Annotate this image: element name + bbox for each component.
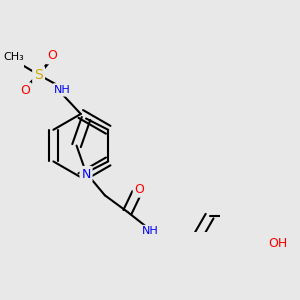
Text: O: O: [20, 84, 30, 97]
Text: S: S: [34, 68, 43, 82]
Text: O: O: [135, 183, 145, 196]
Text: CH₃: CH₃: [3, 52, 24, 62]
Text: OH: OH: [268, 237, 288, 250]
Text: NH: NH: [54, 85, 71, 95]
Text: N: N: [81, 168, 91, 181]
Text: NH: NH: [142, 226, 158, 236]
Text: O: O: [47, 50, 57, 62]
